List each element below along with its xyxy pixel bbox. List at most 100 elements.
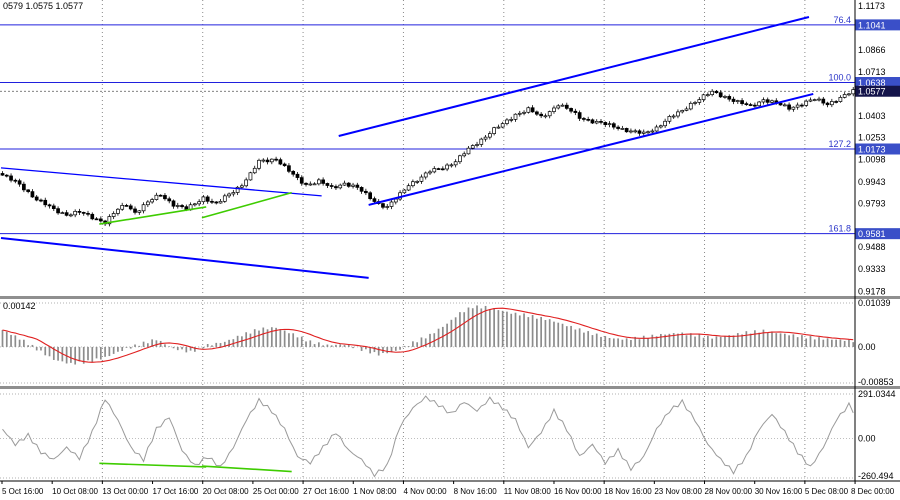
candle-body — [778, 102, 783, 106]
candle-body — [851, 89, 856, 95]
candle-body — [334, 186, 338, 189]
candle-body — [278, 159, 283, 165]
candle-body — [423, 172, 428, 178]
cci-line — [2, 395, 854, 478]
candle-body — [787, 104, 791, 110]
candle-body — [718, 92, 723, 98]
macd-signal-line — [2, 307, 854, 363]
candle-body — [90, 213, 95, 220]
cci-axis-label: 0.00 — [858, 433, 876, 443]
time-axis[interactable]: 5 Oct 16:00 10 Oct 08:00 13 Oct 00:00 17 Oc… — [0, 480, 900, 496]
candle-body — [124, 205, 129, 207]
time-label: 13 Oct 00:00 — [102, 487, 148, 496]
candle-body — [650, 130, 655, 133]
ascending-channel-lower[interactable] — [368, 92, 814, 206]
candle-body — [13, 179, 18, 182]
bullish-divergence-line-1[interactable] — [99, 206, 207, 225]
descending-trendline-lower[interactable] — [0, 236, 369, 279]
candle-body — [9, 175, 13, 181]
descending-trendline-upper[interactable] — [0, 167, 322, 197]
price-tag-label: 0.9581 — [858, 229, 886, 239]
ascending-channel-upper[interactable] — [338, 16, 810, 137]
candle-body — [458, 155, 462, 163]
candle-body — [727, 96, 732, 100]
candle-body — [616, 126, 620, 129]
candle-body — [804, 100, 809, 106]
price-axis-label: 0.9488 — [858, 242, 886, 252]
candle-body — [385, 206, 390, 208]
candle-body — [535, 111, 539, 115]
candle-body — [137, 210, 142, 213]
price-tag-label: 1.1041 — [858, 20, 886, 30]
candle-body — [312, 183, 317, 186]
candle-body — [30, 191, 35, 198]
candle-body — [590, 119, 595, 124]
candle-body — [304, 182, 308, 185]
macd-value-readout: 0.00142 — [3, 301, 36, 311]
candle-body — [43, 199, 48, 206]
candle-body — [577, 112, 582, 119]
candle-body — [586, 118, 591, 121]
candle-body — [150, 199, 154, 203]
candle-body — [252, 167, 257, 174]
gridlines — [101, 0, 806, 481]
candle-body — [98, 218, 103, 222]
candle-body — [77, 210, 82, 213]
candle-body — [274, 158, 278, 161]
fib-level-label: 100.0 — [828, 73, 851, 83]
price-tag-label: 1.0577 — [858, 87, 886, 97]
candle-body — [351, 184, 355, 187]
candle-body — [51, 205, 56, 210]
candle-body — [569, 108, 573, 112]
candle-body — [782, 104, 787, 107]
candle-body — [338, 184, 343, 189]
candle-body — [821, 98, 826, 104]
candle-body — [513, 113, 518, 120]
candle-body — [86, 212, 90, 215]
fib-price-tag — [855, 19, 900, 31]
candle-body — [269, 158, 274, 163]
price-axis-label: 1.0098 — [858, 155, 886, 165]
candle-body — [321, 179, 325, 184]
bullish-divergence-line-2[interactable] — [201, 191, 292, 219]
macd-axis-label: 0.00 — [858, 342, 876, 352]
price-axis-label: 0.9178 — [858, 286, 886, 296]
candle-body — [453, 161, 458, 166]
cci-indicator-panel[interactable] — [0, 393, 855, 479]
candle-body — [770, 100, 774, 103]
candle-body — [838, 97, 843, 102]
fib-price-tag — [855, 77, 900, 89]
price-axis[interactable]: 1.1173 1.0866 1.0713 1.0403 1.0253 1.0098 0.99… — [854, 0, 900, 481]
panel-dividers[interactable] — [0, 296, 900, 389]
candle-body — [445, 164, 449, 170]
candle-body — [539, 113, 544, 117]
candle-body — [231, 192, 236, 195]
candle-body — [847, 93, 851, 96]
candle-body — [193, 203, 197, 206]
price-chart-panel[interactable]: 76.4 100.0 127.2 161.8 — [0, 15, 856, 279]
panel-divider[interactable] — [0, 296, 900, 299]
candle-body — [765, 99, 770, 103]
candle-body — [64, 212, 69, 216]
cci-divergence-line[interactable] — [99, 462, 207, 468]
candle-body — [393, 198, 398, 203]
candle-body — [248, 172, 253, 181]
candle-body — [69, 214, 73, 217]
macd-indicator-panel[interactable] — [0, 302, 855, 384]
candle-body — [800, 104, 804, 107]
candle-body — [543, 115, 548, 118]
time-label: 30 Nov 16:00 — [755, 487, 803, 496]
fib-level-label: 127.2 — [828, 139, 851, 149]
panel-divider[interactable] — [0, 386, 900, 389]
candle-body — [210, 200, 214, 203]
candle-body — [180, 205, 184, 208]
candle-body — [167, 198, 172, 202]
candle-body — [261, 159, 266, 162]
cci-divergence-line[interactable] — [201, 465, 292, 473]
candle-body — [671, 115, 676, 118]
candle-body — [325, 183, 330, 186]
candle-body — [364, 190, 368, 194]
